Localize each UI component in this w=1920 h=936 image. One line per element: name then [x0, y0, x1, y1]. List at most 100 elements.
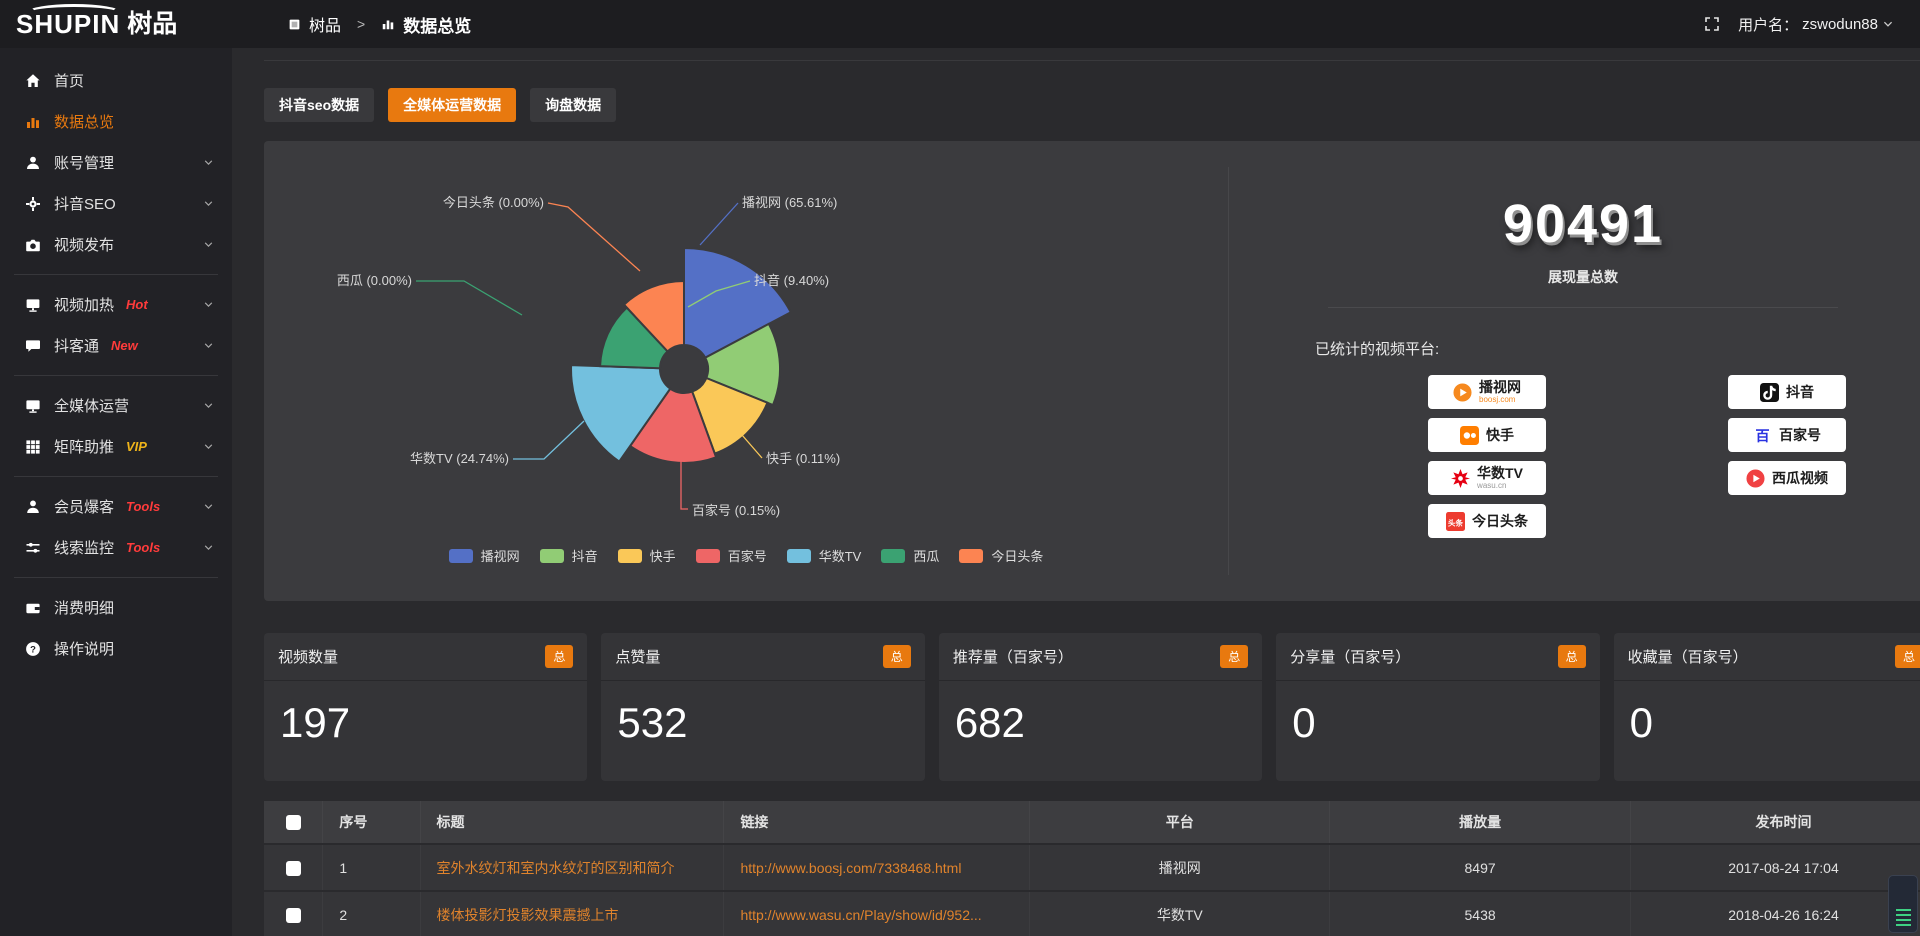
tab-1[interactable]: 全媒体运营数据 [388, 88, 517, 122]
pie-label-抖音: 抖音 (9.40%) [754, 273, 829, 288]
pie-slice-今日头条[interactable] [622, 279, 685, 353]
legend-item-播视网[interactable]: 播视网 [448, 546, 520, 565]
username-value: zswodun88 [1802, 15, 1878, 33]
sidebar-item-7[interactable]: 全媒体运营 [0, 385, 232, 426]
stat-card-title: 收藏量（百家号） [1627, 649, 1748, 666]
chevron-down-icon [203, 400, 214, 411]
legend-item-快手[interactable]: 快手 [617, 546, 676, 565]
header-divider [264, 60, 1920, 61]
sidebar-item-0[interactable]: 首页 [0, 60, 232, 101]
pie-slice-快手[interactable] [690, 376, 769, 455]
legend-item-华数TV[interactable]: 华数TV [786, 546, 861, 565]
sidebar-item-4[interactable]: 视频发布 [0, 224, 232, 265]
pie-slice-华数TV[interactable] [570, 364, 672, 463]
wallet-icon [24, 600, 41, 616]
sidebar-item-1[interactable]: 数据总览 [0, 101, 232, 142]
tab-0[interactable]: 抖音seo数据 [264, 88, 375, 122]
cell-time: 2017-08-24 17:04 [1631, 845, 1920, 890]
sidebar-item-6[interactable]: 抖客通 New [0, 325, 232, 366]
stat-card-1: 点赞量 总 532 [601, 633, 925, 781]
sidebar-item-8[interactable]: 矩阵助推 VIP [0, 426, 232, 467]
app-square-icon [288, 18, 301, 31]
platform-badge-西瓜视频: 西瓜视频 [1728, 461, 1846, 495]
pie-slice-百家号[interactable] [628, 387, 718, 464]
platform-badge-抖音: 抖音 [1728, 375, 1846, 409]
sidebar-item-label: 视频加热 [54, 297, 115, 314]
legend-label: 百家号 [727, 549, 767, 564]
cell-title-link[interactable]: 室外水纹灯和室内水纹灯的区别和简介 [420, 845, 725, 890]
legend-chip [617, 548, 642, 563]
pie-label-快手: 快手 (0.11%) [766, 451, 840, 466]
legend-chip [448, 548, 473, 563]
stat-card-title: 视频数量 [278, 649, 339, 666]
sidebar-item-badge: Tools [126, 540, 161, 555]
legend-item-西瓜[interactable]: 西瓜 [881, 546, 939, 565]
pie-label-西瓜: 西瓜 (0.00%) [337, 273, 412, 288]
pie-label-line [416, 280, 523, 316]
sidebar-item-12[interactable]: ? 操作说明 [0, 628, 232, 669]
wasu-logo-icon [1451, 468, 1471, 488]
sidebar-item-2[interactable]: 账号管理 [0, 142, 232, 183]
row-checkbox[interactable] [285, 860, 301, 876]
sidebar-item-label: 抖客通 [54, 338, 100, 355]
total-badge: 总 [1557, 645, 1586, 668]
legend-chip [881, 548, 906, 563]
pie-label-line [513, 420, 585, 460]
svg-text:头条: 头条 [1448, 517, 1464, 527]
platform-badge-华数TV: 华数TV wasu.cn [1428, 461, 1546, 495]
chevron-down-icon [203, 157, 214, 168]
sidebar-item-badge: Hot [126, 297, 148, 312]
totals-divider [1328, 307, 1838, 308]
breadcrumb-root[interactable]: 树品 [309, 18, 342, 35]
cell-url-link[interactable]: http://www.wasu.cn/Play/show/id/952... [724, 892, 1031, 936]
sidebar-item-label: 视频发布 [54, 237, 115, 254]
sidebar-item-3[interactable]: 抖音SEO [0, 183, 232, 224]
chart-legend: 播视网 抖音 快手 百家号 华数TV 西瓜 今日头条 [264, 546, 1228, 565]
cell-plays: 5438 [1330, 892, 1631, 936]
row-checkbox[interactable] [285, 907, 301, 923]
platform-name: 播视网 [1479, 379, 1521, 395]
sidebar-item-label: 数据总览 [54, 114, 115, 131]
platform-badge-百家号: 百百家号 [1728, 418, 1846, 452]
user-menu[interactable]: 用户名： zswodun88 [1738, 14, 1894, 35]
sidebar-item-label: 线索监控 [54, 540, 115, 557]
breadcrumb-current[interactable]: 数据总览 [403, 16, 472, 36]
cell-title-link[interactable]: 楼体投影灯投影效果震撼上市 [420, 892, 725, 936]
total-badge: 总 [545, 645, 574, 668]
tab-2[interactable]: 询盘数据 [530, 88, 617, 122]
cell-platform: 华数TV [1030, 892, 1331, 936]
monitor-icon [24, 398, 41, 414]
stat-card-value: 0 [1292, 699, 1316, 746]
legend-item-抖音[interactable]: 抖音 [539, 546, 598, 565]
platforms-counted-label: 已统计的视频平台: [1315, 341, 1440, 358]
select-all-checkbox[interactable] [285, 815, 301, 831]
fullscreen-icon[interactable] [1704, 16, 1720, 32]
chevron-down-icon [203, 299, 214, 310]
legend-item-百家号[interactable]: 百家号 [695, 546, 767, 565]
sidebar-item-10[interactable]: 线索监控 Tools [0, 527, 232, 568]
sidebar-item-5[interactable]: 视频加热 Hot [0, 284, 232, 325]
brand-name-cn: 树品 [127, 10, 178, 38]
legend-label: 播视网 [480, 549, 520, 564]
table-row-1: 2 楼体投影灯投影效果震撼上市 http://www.wasu.cn/Play/sh… [264, 892, 1920, 936]
floating-helper-widget[interactable] [1888, 875, 1918, 933]
chevron-down-icon [203, 340, 214, 351]
pie-label-华数TV: 华数TV (24.74%) [410, 451, 509, 466]
main-content: 抖音seo数据 全媒体运营数据 询盘数据 播视网 (65.61%) 抖音 (9.40%… [232, 48, 1920, 936]
home-icon [24, 73, 41, 89]
sidebar-item-label: 首页 [54, 73, 85, 90]
xigua-logo-icon [1746, 468, 1765, 488]
sliders-icon [24, 540, 41, 556]
stat-card-value: 0 [1629, 699, 1653, 746]
heat-icon [24, 297, 41, 313]
sidebar-item-11[interactable]: 消费明细 [0, 587, 232, 628]
stat-card-3: 分享量（百家号） 总 0 [1276, 633, 1600, 781]
videos-table-wrap: 序号 标题 链接 平台 播放量 发布时间 1 室外水纹灯和室内水纹灯的区别和简介 http:/… [264, 799, 1920, 936]
topbar-right: 用户名： zswodun88 [1704, 14, 1920, 35]
sidebar-item-9[interactable]: 会员爆客 Tools [0, 486, 232, 527]
cell-url-link[interactable]: http://www.boosj.com/7338468.html [724, 845, 1031, 890]
legend-item-今日头条[interactable]: 今日头条 [959, 546, 1043, 565]
pie-slice-播视网[interactable] [683, 246, 793, 360]
legend-label: 今日头条 [991, 549, 1044, 564]
platform-name: 华数TV [1477, 465, 1523, 481]
